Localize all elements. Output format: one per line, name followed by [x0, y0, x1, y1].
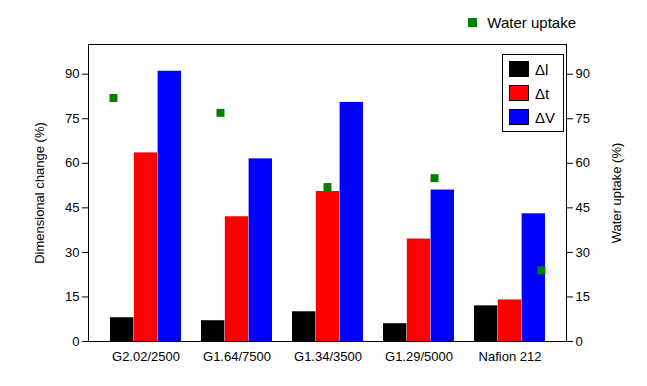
svg-text:G1.64/7500: G1.64/7500: [203, 349, 271, 364]
svg-text:60: 60: [576, 155, 590, 170]
svg-text:0: 0: [72, 334, 79, 349]
html-text:Δl: Δl: [535, 60, 549, 78]
svg-text:75: 75: [576, 111, 590, 126]
svg-text:30: 30: [65, 245, 79, 260]
svg-text:G1.34/3500: G1.34/3500: [294, 349, 362, 364]
svg-text:90: 90: [65, 66, 79, 81]
html-text:Water uptake: Water uptake: [487, 13, 576, 31]
svg-text:30: 30: [576, 245, 590, 260]
svg-text:G2.02/2500: G2.02/2500: [112, 349, 180, 364]
svg-text:75: 75: [65, 111, 79, 126]
svg-text:15: 15: [576, 289, 590, 304]
svg-text:45: 45: [65, 200, 79, 215]
svg-text:G1.29/5000: G1.29/5000: [385, 349, 453, 364]
html-text:Δt: Δt: [535, 84, 550, 102]
svg-text:Nafion 212: Nafion 212: [479, 349, 542, 364]
svg-text:Water uptake (%): Water uptake (%): [609, 143, 624, 244]
html-text:ΔV: ΔV: [535, 108, 555, 126]
svg-text:15: 15: [65, 289, 79, 304]
svg-text:Dimensional change (%): Dimensional change (%): [32, 122, 47, 264]
svg-text:90: 90: [576, 66, 590, 81]
svg-text:0: 0: [576, 334, 583, 349]
svg-text:45: 45: [576, 200, 590, 215]
svg-text:60: 60: [65, 155, 79, 170]
